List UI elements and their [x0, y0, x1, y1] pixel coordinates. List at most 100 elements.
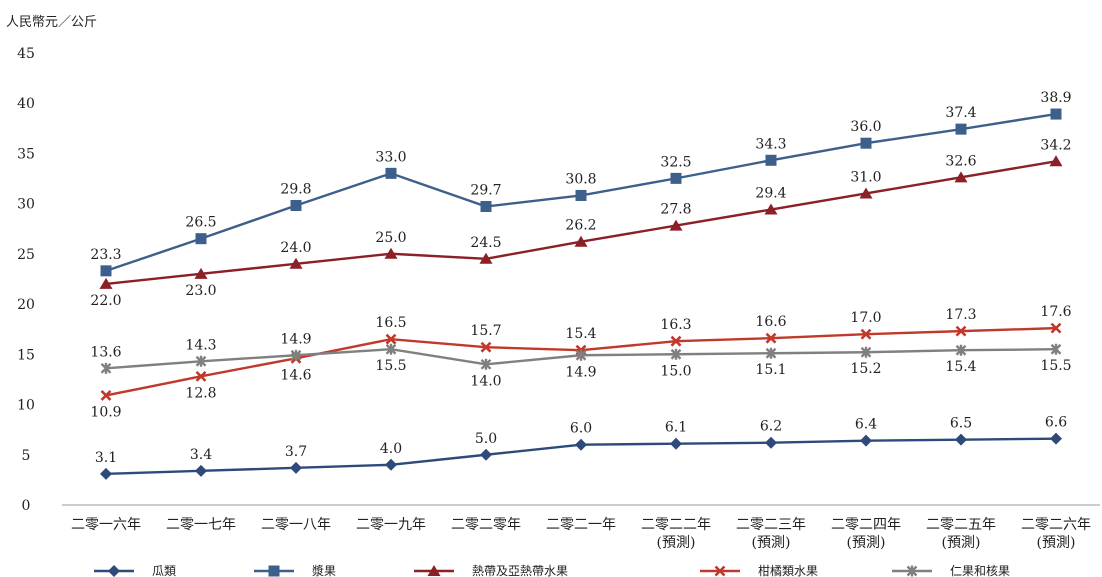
y-tick-label: 5 [22, 448, 31, 464]
data-label: 15.7 [470, 323, 501, 339]
data-label: 14.9 [280, 331, 311, 347]
data-point-marker [1050, 108, 1062, 120]
x-category-label: (預測) [847, 535, 886, 551]
data-point-marker [195, 464, 207, 477]
data-point-marker [955, 433, 967, 446]
data-label: 17.0 [850, 310, 881, 326]
x-category-label: 二零一九年 [356, 517, 426, 533]
data-label: 24.5 [470, 235, 501, 251]
data-label: 15.5 [1040, 358, 1071, 374]
data-label: 16.5 [375, 315, 406, 331]
x-category-label: 二零二零年 [451, 517, 521, 533]
data-label: 3.4 [190, 447, 212, 463]
data-label: 14.3 [185, 337, 216, 353]
data-label: 6.1 [665, 420, 687, 436]
data-point-marker [385, 167, 397, 179]
x-category-label: 二零二五年 [926, 517, 996, 533]
legend-label: 瓜類 [152, 564, 176, 577]
data-point-marker [290, 200, 302, 212]
data-label: 4.0 [380, 441, 402, 457]
data-point-marker [385, 458, 397, 471]
data-point-marker [859, 187, 873, 199]
y-tick-label: 15 [17, 347, 35, 363]
legend-label: 仁果和核果 [950, 564, 1010, 577]
data-point-marker [670, 437, 682, 450]
y-tick-label: 40 [17, 96, 35, 112]
y-tick-label: 10 [17, 398, 35, 414]
data-point-marker [100, 467, 112, 480]
data-point-marker [1050, 432, 1062, 445]
data-label: 16.3 [660, 317, 691, 333]
data-point-marker [290, 349, 302, 361]
legend-marker [906, 565, 918, 577]
data-point-marker [480, 341, 492, 353]
data-label: 34.2 [1040, 137, 1071, 153]
legend-marker [427, 565, 441, 576]
data-label: 15.4 [565, 326, 596, 342]
data-label: 23.0 [185, 283, 216, 299]
data-point-marker [289, 257, 303, 269]
x-category-label: (預測) [942, 535, 981, 551]
data-point-marker [290, 461, 302, 474]
y-tick-label: 45 [17, 46, 35, 62]
x-category-label: 二零二三年 [736, 517, 806, 533]
data-point-marker [574, 235, 588, 247]
data-label: 36.0 [850, 119, 881, 135]
data-label: 31.0 [850, 169, 881, 185]
y-tick-label: 0 [22, 498, 31, 514]
data-point-marker [385, 343, 397, 355]
data-point-marker [100, 390, 112, 401]
data-label: 22.0 [90, 293, 121, 309]
legend-marker [108, 565, 120, 577]
data-label: 10.9 [90, 404, 121, 420]
data-label: 14.0 [470, 373, 501, 389]
x-category-label: (預測) [657, 535, 696, 551]
data-label: 23.3 [90, 247, 121, 263]
data-point-marker [860, 346, 872, 358]
data-point-marker [670, 348, 682, 360]
data-point-marker [670, 172, 682, 184]
data-point-marker [575, 438, 587, 451]
data-label: 14.6 [280, 367, 311, 383]
data-point-marker [480, 201, 492, 213]
data-point-marker [1049, 155, 1063, 167]
data-point-marker [669, 219, 683, 231]
data-point-marker [765, 436, 777, 449]
y-tick-label: 30 [17, 197, 35, 213]
legend-label: 熱帶及亞熱帶水果 [472, 564, 568, 577]
data-label: 24.0 [280, 240, 311, 256]
x-category-label: 二零一六年 [71, 517, 141, 533]
data-point-marker [195, 233, 207, 245]
data-point-marker [575, 189, 587, 201]
x-category-label: 二零一七年 [166, 517, 236, 533]
data-label: 15.0 [660, 363, 691, 379]
data-label: 3.1 [95, 450, 117, 466]
y-tick-label: 25 [17, 247, 35, 263]
data-point-marker [100, 362, 112, 374]
data-point-marker [194, 267, 208, 279]
data-label: 29.8 [280, 182, 311, 198]
data-label: 15.1 [755, 362, 786, 378]
x-category-label: 二零二六年 [1021, 517, 1091, 533]
data-point-marker [575, 349, 587, 361]
data-label: 29.4 [755, 186, 786, 202]
x-category-label: 二零二二年 [641, 517, 711, 533]
legend-marker [714, 565, 726, 577]
data-label: 6.4 [855, 417, 877, 433]
data-point-marker [765, 154, 777, 166]
data-label: 37.4 [945, 105, 976, 121]
data-label: 6.6 [1045, 415, 1067, 431]
legend-label: 柑橘類水果 [758, 563, 818, 577]
data-label: 32.5 [660, 154, 691, 170]
y-tick-label: 35 [17, 146, 35, 162]
data-point-marker [765, 347, 777, 359]
data-point-marker [480, 448, 492, 461]
data-label: 30.8 [565, 171, 596, 187]
data-label: 6.0 [570, 421, 592, 437]
data-point-marker [195, 370, 207, 382]
x-category-label: 二零二四年 [831, 517, 901, 533]
legend-marker [268, 565, 280, 577]
data-label: 13.6 [90, 344, 121, 360]
y-tick-label: 20 [17, 297, 35, 313]
